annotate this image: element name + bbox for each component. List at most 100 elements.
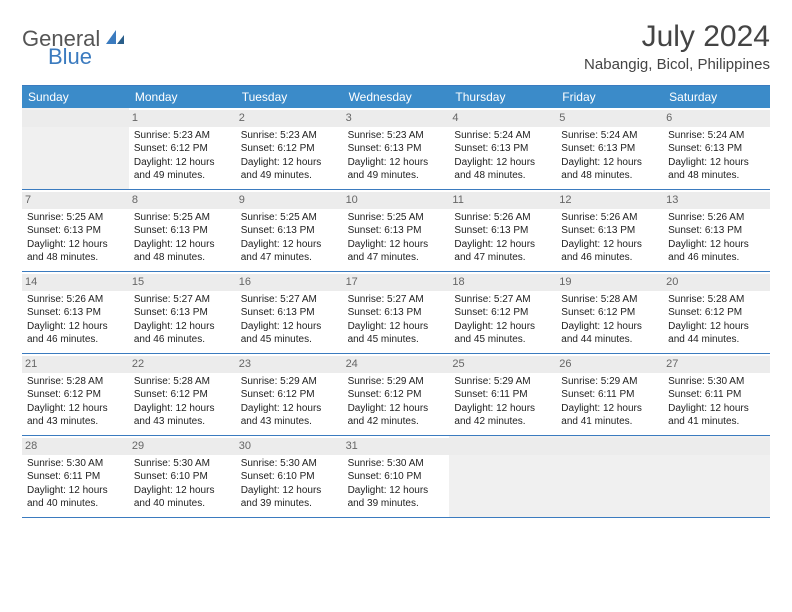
day-number: 18 [449,274,556,291]
day-number: 12 [556,192,663,209]
day-number: 11 [449,192,556,209]
day-info: Sunrise: 5:26 AMSunset: 6:13 PMDaylight:… [667,211,766,265]
day-info: Sunrise: 5:30 AMSunset: 6:10 PMDaylight:… [347,457,446,511]
day-info: Sunrise: 5:30 AMSunset: 6:10 PMDaylight:… [240,457,339,511]
calendar-cell-empty [556,436,663,518]
day-info: Sunrise: 5:29 AMSunset: 6:12 PMDaylight:… [240,375,339,429]
page-title: July 2024 [584,20,770,54]
day-info: Sunrise: 5:28 AMSunset: 6:12 PMDaylight:… [26,375,125,429]
day-info: Sunrise: 5:25 AMSunset: 6:13 PMDaylight:… [347,211,446,265]
day-number: 25 [449,356,556,373]
calendar-cell: 23 Sunrise: 5:29 AMSunset: 6:12 PMDayligh… [236,354,343,436]
day-info: Sunrise: 5:24 AMSunset: 6:13 PMDaylight:… [560,129,659,183]
logo-text-blue: Blue [48,44,92,70]
title-block: July 2024 Nabangig, Bicol, Philippines [584,20,770,73]
day-number: 26 [556,356,663,373]
calendar-cell: 3 Sunrise: 5:23 AMSunset: 6:13 PMDaylight… [343,108,450,190]
calendar-cell: 4 Sunrise: 5:24 AMSunset: 6:13 PMDaylight… [449,108,556,190]
day-info: Sunrise: 5:23 AMSunset: 6:13 PMDaylight:… [347,129,446,183]
calendar-cell: 1 Sunrise: 5:23 AMSunset: 6:12 PMDaylight… [129,108,236,190]
day-info: Sunrise: 5:30 AMSunset: 6:10 PMDaylight:… [133,457,232,511]
day-info: Sunrise: 5:24 AMSunset: 6:13 PMDaylight:… [453,129,552,183]
day-info: Sunrise: 5:28 AMSunset: 6:12 PMDaylight:… [560,293,659,347]
day-info: Sunrise: 5:27 AMSunset: 6:13 PMDaylight:… [347,293,446,347]
day-info: Sunrise: 5:30 AMSunset: 6:11 PMDaylight:… [26,457,125,511]
day-info: Sunrise: 5:26 AMSunset: 6:13 PMDaylight:… [26,293,125,347]
day-info: Sunrise: 5:27 AMSunset: 6:12 PMDaylight:… [453,293,552,347]
calendar-cell: 28 Sunrise: 5:30 AMSunset: 6:11 PMDayligh… [22,436,129,518]
day-info: Sunrise: 5:25 AMSunset: 6:13 PMDaylight:… [133,211,232,265]
calendar-cell: 16 Sunrise: 5:27 AMSunset: 6:13 PMDayligh… [236,272,343,354]
calendar-cell: 25Sunrise: 5:29 AMSunset: 6:11 PMDayligh… [449,354,556,436]
calendar-cell: 31 Sunrise: 5:30 AMSunset: 6:10 PMDayligh… [343,436,450,518]
day-number: 28 [22,438,129,455]
day-info: Sunrise: 5:25 AMSunset: 6:13 PMDaylight:… [240,211,339,265]
day-number: 5 [556,110,663,127]
day-number: 2 [236,110,343,127]
calendar-cell: 9 Sunrise: 5:25 AMSunset: 6:13 PMDaylight… [236,190,343,272]
calendar-cell: 7 Sunrise: 5:25 AMSunset: 6:13 PMDaylight… [22,190,129,272]
calendar-cell-empty [663,436,770,518]
calendar-cell: 17 Sunrise: 5:27 AMSunset: 6:13 PMDayligh… [343,272,450,354]
calendar-cell: 18 Sunrise: 5:27 AMSunset: 6:12 PMDayligh… [449,272,556,354]
day-number: 21 [22,356,129,373]
day-number: 29 [129,438,236,455]
day-number: 17 [343,274,450,291]
day-number: 7 [22,192,129,209]
calendar-cell: 6Sunrise: 5:24 AMSunset: 6:13 PMDaylight… [663,108,770,190]
calendar-cell: 15Sunrise: 5:27 AMSunset: 6:13 PMDayligh… [129,272,236,354]
calendar-cell: 30 Sunrise: 5:30 AMSunset: 6:10 PMDayligh… [236,436,343,518]
calendar-cell: 2Sunrise: 5:23 AMSunset: 6:12 PMDaylight… [236,108,343,190]
day-number: 16 [236,274,343,291]
weekday-header: Tuesday [236,86,343,108]
day-number: 1 [129,110,236,127]
calendar-cell: 24Sunrise: 5:29 AMSunset: 6:12 PMDayligh… [343,354,450,436]
weekday-header: Monday [129,86,236,108]
calendar-cell-empty [22,108,129,190]
calendar-cell: 14Sunrise: 5:26 AMSunset: 6:13 PMDayligh… [22,272,129,354]
calendar-cell: 10 Sunrise: 5:25 AMSunset: 6:13 PMDayligh… [343,190,450,272]
day-number: 3 [343,110,450,127]
day-number: 13 [663,192,770,209]
calendar-cell: 22 Sunrise: 5:28 AMSunset: 6:12 PMDayligh… [129,354,236,436]
day-number: 10 [343,192,450,209]
day-number: 30 [236,438,343,455]
day-number: 8 [129,192,236,209]
calendar-cell: 12 Sunrise: 5:26 AMSunset: 6:13 PMDayligh… [556,190,663,272]
calendar-cell: 26Sunrise: 5:29 AMSunset: 6:11 PMDayligh… [556,354,663,436]
calendar-cell: 5 Sunrise: 5:24 AMSunset: 6:13 PMDaylight… [556,108,663,190]
day-number: 22 [129,356,236,373]
day-number: 31 [343,438,450,455]
location-text: Nabangig, Bicol, Philippines [584,56,770,73]
day-info: Sunrise: 5:25 AMSunset: 6:13 PMDaylight:… [26,211,125,265]
day-number: 9 [236,192,343,209]
calendar-cell: 20 Sunrise: 5:28 AMSunset: 6:12 PMDayligh… [663,272,770,354]
day-info: Sunrise: 5:30 AMSunset: 6:11 PMDaylight:… [667,375,766,429]
calendar-cell: 19 Sunrise: 5:28 AMSunset: 6:12 PMDayligh… [556,272,663,354]
calendar-cell: 11Sunrise: 5:26 AMSunset: 6:13 PMDayligh… [449,190,556,272]
day-info: Sunrise: 5:28 AMSunset: 6:12 PMDaylight:… [133,375,232,429]
day-info: Sunrise: 5:28 AMSunset: 6:12 PMDaylight:… [667,293,766,347]
day-info: Sunrise: 5:26 AMSunset: 6:13 PMDaylight:… [560,211,659,265]
calendar-cell: 13 Sunrise: 5:26 AMSunset: 6:13 PMDayligh… [663,190,770,272]
day-number: 20 [663,274,770,291]
day-number: 4 [449,110,556,127]
weekday-header: Saturday [663,86,770,108]
calendar-cell: 29 Sunrise: 5:30 AMSunset: 6:10 PMDayligh… [129,436,236,518]
calendar-cell: 8 Sunrise: 5:25 AMSunset: 6:13 PMDaylight… [129,190,236,272]
day-info: Sunrise: 5:23 AMSunset: 6:12 PMDaylight:… [133,129,232,183]
day-info: Sunrise: 5:27 AMSunset: 6:13 PMDaylight:… [240,293,339,347]
weekday-header: Thursday [449,86,556,108]
logo-sail-icon [104,28,126,51]
day-info: Sunrise: 5:27 AMSunset: 6:13 PMDaylight:… [133,293,232,347]
day-number: 23 [236,356,343,373]
calendar-cell: 21 Sunrise: 5:28 AMSunset: 6:12 PMDayligh… [22,354,129,436]
weekday-header: Wednesday [343,86,450,108]
calendar-header-row: SundayMondayTuesdayWednesdayThursdayFrid… [22,85,770,108]
calendar-body: 1 Sunrise: 5:23 AMSunset: 6:12 PMDaylight… [22,108,770,518]
calendar-cell: 27 Sunrise: 5:30 AMSunset: 6:11 PMDayligh… [663,354,770,436]
day-info: Sunrise: 5:24 AMSunset: 6:13 PMDaylight:… [667,129,766,183]
day-number: 19 [556,274,663,291]
day-number: 27 [663,356,770,373]
weekday-header: Sunday [22,86,129,108]
